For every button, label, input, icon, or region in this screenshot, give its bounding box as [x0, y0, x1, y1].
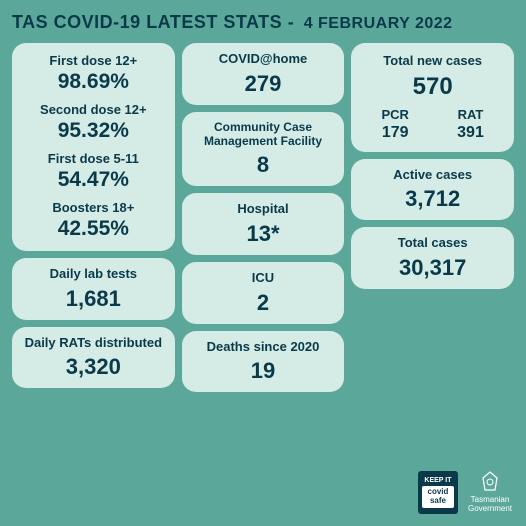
deaths-card: Deaths since 2020 19 — [182, 331, 345, 393]
icu-label: ICU — [252, 270, 274, 286]
new-cases-breakdown: PCR 179 RAT 391 — [357, 107, 508, 142]
pcr-label: PCR — [381, 107, 408, 122]
footer-logos: KEEP IT covid safe Tasmanian Government — [418, 470, 512, 514]
first-dose-5-11-value: 54.47% — [48, 168, 139, 192]
header-separator: - — [282, 12, 300, 32]
covid-home-card: COVID@home 279 — [182, 43, 345, 105]
active-cases-value: 3,712 — [405, 186, 460, 212]
icu-card: ICU 2 — [182, 262, 345, 324]
boosters-18-value: 42.55% — [52, 217, 134, 241]
covid-text: covid — [428, 487, 449, 496]
hospital-card: Hospital 13* — [182, 193, 345, 255]
total-cases-card: Total cases 30,317 — [351, 227, 514, 289]
first-dose-12-label: First dose 12+ — [49, 53, 137, 68]
active-cases-card: Active cases 3,712 — [351, 159, 514, 221]
rat-label: RAT — [457, 107, 484, 122]
new-cases-label: Total new cases — [383, 53, 482, 69]
tasmanian-government-logo: Tasmanian Government — [468, 470, 512, 514]
hospital-label: Hospital — [237, 201, 288, 217]
ccmf-card: Community Case Management Facility 8 — [182, 112, 345, 187]
total-cases-label: Total cases — [398, 235, 468, 251]
pcr-value: 179 — [381, 124, 408, 142]
boosters-18-label: Boosters 18+ — [52, 200, 134, 215]
active-cases-label: Active cases — [393, 167, 472, 183]
rat-value: 391 — [457, 124, 484, 142]
icu-value: 2 — [257, 290, 269, 316]
new-cases-card: Total new cases 570 PCR 179 RAT 391 — [351, 43, 514, 152]
first-dose-5-11-label: First dose 5-11 — [48, 151, 139, 166]
first-dose-12-value: 98.69% — [49, 70, 137, 94]
header-title: TAS COVID-19 LATEST STATS — [12, 12, 282, 32]
lab-tests-card: Daily lab tests 1,681 — [12, 258, 175, 320]
ccmf-label: Community Case Management Facility — [188, 120, 339, 149]
header: TAS COVID-19 LATEST STATS - 4 FEBRUARY 2… — [12, 12, 514, 33]
column-1: First dose 12+ 98.69% Second dose 12+ 95… — [12, 43, 175, 392]
rats-distributed-value: 3,320 — [66, 354, 121, 380]
vaccination-card: First dose 12+ 98.69% Second dose 12+ 95… — [12, 43, 175, 251]
covid-home-label: COVID@home — [219, 51, 308, 67]
covid-home-value: 279 — [245, 71, 282, 97]
covid-safe-logo: KEEP IT covid safe — [418, 471, 458, 514]
lab-tests-value: 1,681 — [66, 286, 121, 312]
rats-distributed-label: Daily RATs distributed — [25, 335, 162, 351]
deaths-value: 19 — [251, 358, 275, 384]
column-3: Total new cases 570 PCR 179 RAT 391 Acti… — [351, 43, 514, 392]
gov2-text: Government — [468, 505, 512, 514]
second-dose-12-value: 95.32% — [40, 119, 147, 143]
header-date: 4 FEBRUARY 2022 — [304, 15, 453, 32]
column-2: COVID@home 279 Community Case Management… — [182, 43, 345, 392]
deaths-label: Deaths since 2020 — [207, 339, 320, 355]
hospital-value: 13* — [246, 221, 279, 247]
stats-grid: First dose 12+ 98.69% Second dose 12+ 95… — [12, 43, 514, 392]
second-dose-12-label: Second dose 12+ — [40, 102, 147, 117]
new-cases-value: 570 — [413, 73, 453, 101]
ccmf-value: 8 — [257, 152, 269, 178]
total-cases-value: 30,317 — [399, 255, 466, 281]
tas-gov-icon — [475, 470, 505, 494]
keepit-text: KEEP IT — [422, 477, 454, 485]
rats-distributed-card: Daily RATs distributed 3,320 — [12, 327, 175, 389]
safe-text: safe — [430, 496, 446, 505]
lab-tests-label: Daily lab tests — [50, 266, 137, 282]
